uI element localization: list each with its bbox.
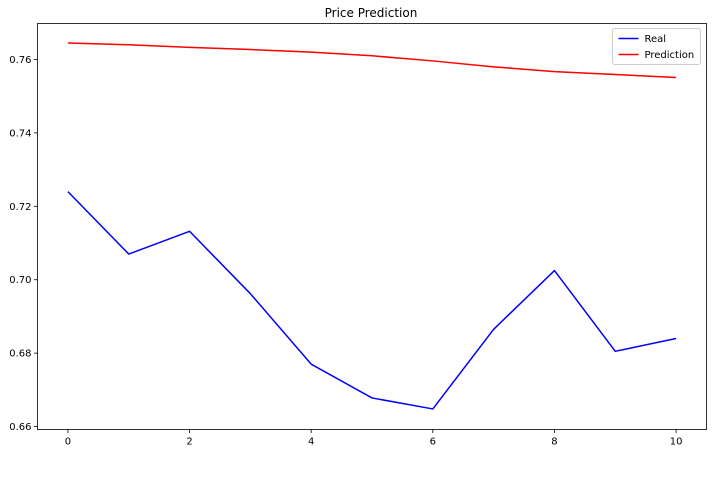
y-tick-label: 0.74 [9, 128, 31, 139]
legend: Real Prediction [612, 28, 701, 65]
x-tick-label: 4 [308, 437, 314, 448]
series-line-real [67, 191, 677, 410]
x-tick-label: 8 [551, 437, 557, 448]
x-axis: 0 2 4 6 8 10 [65, 429, 683, 448]
y-tick-label: 0.76 [9, 55, 31, 66]
series-lines [67, 42, 677, 410]
x-tick-label: 10 [670, 437, 683, 448]
legend-label: Real [645, 34, 667, 45]
x-tick-label: 2 [186, 437, 192, 448]
x-tick-label: 6 [430, 437, 436, 448]
x-tick-label: 0 [65, 437, 71, 448]
y-tick-label: 0.66 [9, 422, 31, 433]
series-line-prediction [67, 42, 677, 79]
y-tick-label: 0.70 [9, 275, 31, 286]
y-tick-label: 0.68 [9, 349, 31, 360]
y-tick-label: 0.72 [9, 202, 31, 213]
y-axis: 0.66 0.68 0.70 0.72 0.74 0.76 [9, 55, 38, 433]
legend-box [612, 28, 701, 65]
chart-title: Price Prediction [325, 6, 418, 20]
legend-label: Prediction [645, 50, 695, 61]
plot-area-frame [37, 23, 707, 430]
